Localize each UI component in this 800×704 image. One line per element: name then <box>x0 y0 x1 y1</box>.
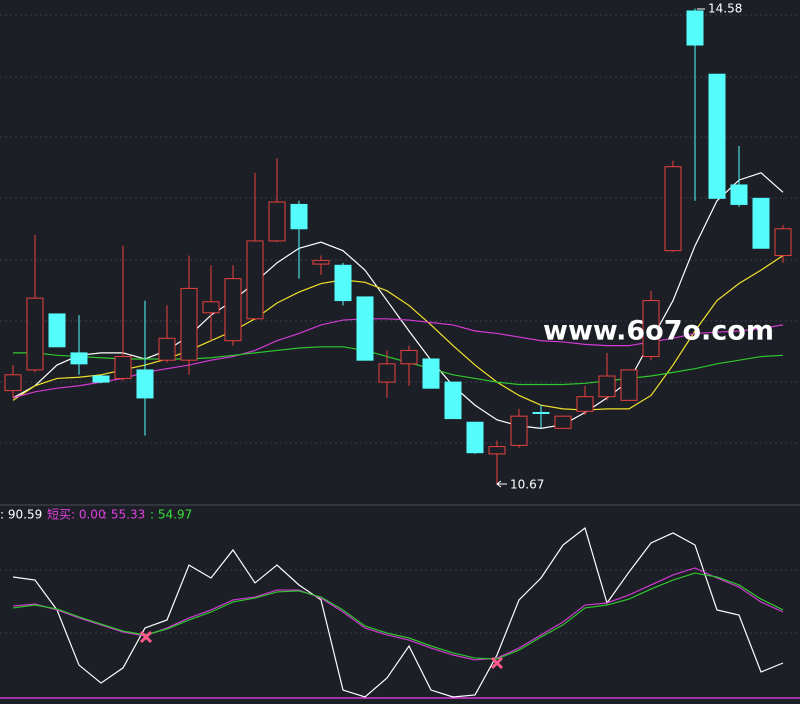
candle-body <box>686 10 704 46</box>
candle-body <box>136 369 154 399</box>
indicator-value: : 55.33 <box>103 508 145 522</box>
indicator-value: : 90.59 <box>0 508 42 522</box>
candle-body <box>730 184 748 205</box>
indicator-header: : 90.59 短买: 0.00: 55.33 : 54.97 <box>0 508 192 522</box>
candle-body <box>664 166 682 252</box>
marks <box>4 8 792 698</box>
candle-body <box>224 278 242 342</box>
indicator-line <box>12 255 784 411</box>
candle-body <box>466 421 484 454</box>
indicator-line <box>13 346 784 386</box>
candle-body <box>510 415 528 446</box>
candle-body <box>356 296 374 361</box>
candle-body <box>92 375 110 383</box>
candle-body <box>180 287 198 361</box>
candle-body <box>114 356 132 379</box>
candle-body <box>708 73 726 199</box>
candle-body <box>4 374 22 392</box>
candle-body <box>400 349 418 365</box>
candle-body <box>422 358 440 389</box>
candle-body <box>532 412 550 415</box>
cross-marker <box>490 656 504 670</box>
indicator-line <box>12 567 784 661</box>
candle-body <box>752 197 770 249</box>
candle-body <box>26 297 44 371</box>
low-arrow-head <box>496 480 502 488</box>
watermark: www.6o7o.com <box>543 316 774 347</box>
cross-markers <box>139 630 504 670</box>
low-label: 10.67 <box>510 478 544 492</box>
indicator-value: 短买: 0.00 <box>47 508 106 522</box>
high-label: 14.58 <box>708 2 742 16</box>
candle-body <box>378 363 396 383</box>
candle-body <box>70 352 88 365</box>
candle-body <box>246 240 264 320</box>
candle-body <box>312 259 330 265</box>
candle-body <box>488 446 506 455</box>
candle-body <box>576 396 594 412</box>
candle-body <box>598 375 616 398</box>
indicator-value: : 54.97 <box>150 508 192 522</box>
candle-body <box>48 313 66 348</box>
candle-body <box>554 415 572 429</box>
candle-body <box>290 203 308 230</box>
candle-body <box>774 228 792 257</box>
candle-body <box>202 301 220 314</box>
candle-body <box>642 300 660 358</box>
candle-body <box>620 369 638 401</box>
cross-marker <box>139 630 153 644</box>
candle-body <box>268 201 286 242</box>
candle-body <box>444 381 462 420</box>
candle-body <box>158 337 176 361</box>
candle-body <box>334 264 352 302</box>
